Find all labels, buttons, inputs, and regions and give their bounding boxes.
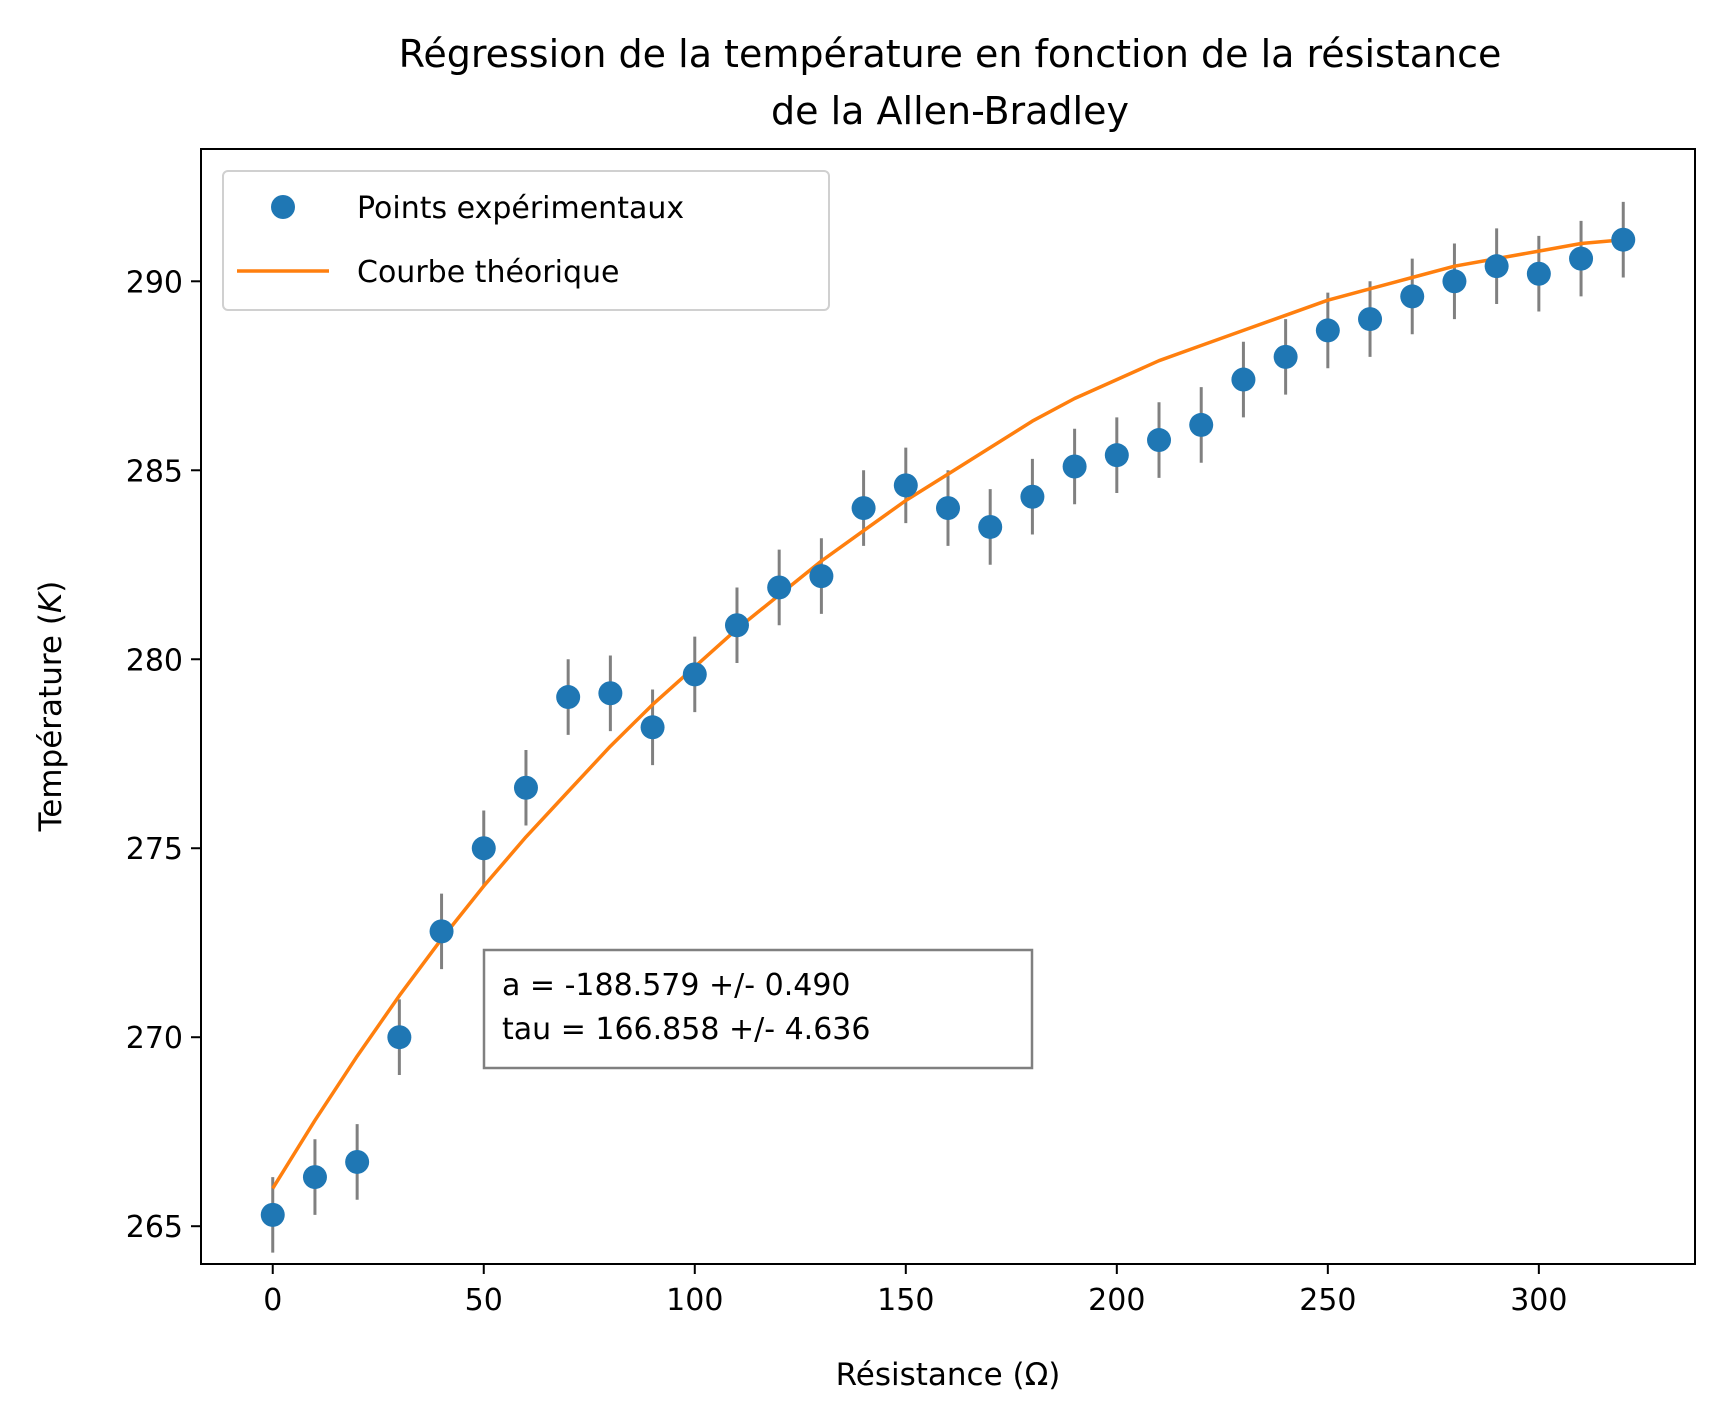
data-point <box>513 775 538 800</box>
y-axis-label: Température (K) <box>33 581 69 833</box>
y-tick-label: 270 <box>126 1021 183 1056</box>
legend: Points expérimentaux Courbe théorique <box>222 170 830 311</box>
annotation-line-a: a = -188.579 +/- 0.490 <box>502 968 851 1003</box>
data-point <box>724 613 749 638</box>
data-point <box>1104 443 1129 468</box>
data-point <box>893 473 918 498</box>
data-point <box>1189 412 1214 437</box>
chart-title-line2: de la Allen-Bradley <box>771 89 1129 133</box>
data-points <box>260 227 1636 1227</box>
x-tick-label: 50 <box>465 1283 503 1318</box>
data-point <box>260 1202 285 1227</box>
data-point <box>1062 454 1087 479</box>
x-tick-label: 300 <box>1510 1283 1567 1318</box>
y-tick-label: 275 <box>126 832 183 867</box>
y-tick-label: 290 <box>126 265 183 300</box>
chart-title-line1: Régression de la température en fonction… <box>399 32 1502 76</box>
data-point <box>1484 254 1509 279</box>
annotation-line-tau: tau = 166.858 +/- 4.636 <box>502 1012 870 1047</box>
x-tick-label: 150 <box>877 1283 934 1318</box>
data-point <box>1400 284 1425 309</box>
data-point <box>387 1025 412 1050</box>
legend-marker-points <box>271 195 295 219</box>
data-point <box>682 662 707 687</box>
data-point <box>936 496 960 521</box>
x-tick-label: 250 <box>1299 1283 1356 1318</box>
theory-curve <box>271 237 1624 1190</box>
plot-frame <box>200 148 1696 1265</box>
legend-label-points: Points expérimentaux <box>357 191 684 226</box>
data-point <box>1358 307 1383 332</box>
data-point <box>1569 246 1594 271</box>
data-point <box>345 1149 370 1174</box>
data-point <box>598 681 623 706</box>
data-point <box>851 496 876 521</box>
y-axis: 265 270 275 280 285 290 <box>126 265 201 1245</box>
y-tick-label: 265 <box>126 1210 183 1245</box>
data-point <box>1020 484 1045 509</box>
x-tick-label: 0 <box>263 1283 282 1318</box>
data-point <box>1231 367 1256 392</box>
data-point <box>1442 269 1467 294</box>
fit-parameters-box: a = -188.579 +/- 0.490 tau = 166.858 +/-… <box>482 948 1034 1070</box>
x-tick-label: 200 <box>1088 1283 1145 1318</box>
data-point <box>556 685 581 710</box>
annotation-box <box>482 948 1034 1070</box>
data-point <box>1315 318 1340 343</box>
x-tick-label: 100 <box>666 1283 723 1318</box>
data-point <box>471 836 496 861</box>
data-point <box>978 514 1003 539</box>
plot-area <box>260 201 1636 1253</box>
x-axis-label: Résistance (Ω) <box>836 1357 1061 1393</box>
data-point <box>640 715 665 740</box>
y-tick-label: 285 <box>126 454 183 489</box>
legend-box <box>222 170 830 311</box>
data-point <box>767 575 792 600</box>
data-point <box>809 564 834 589</box>
theory-line-group <box>271 237 1624 1190</box>
x-axis: 0 50 100 150 200 250 300 <box>263 1264 1567 1318</box>
data-point <box>1147 428 1172 453</box>
legend-label-line: Courbe théorique <box>357 255 619 290</box>
data-point <box>1273 344 1298 369</box>
data-point <box>429 919 454 944</box>
y-axis-label-suffix: ) <box>33 581 69 593</box>
data-point <box>1526 261 1551 286</box>
y-axis-label-prefix: Température ( <box>33 613 69 832</box>
y-tick-label: 280 <box>126 643 183 678</box>
data-point <box>302 1165 327 1190</box>
data-point <box>1611 227 1636 252</box>
y-axis-label-unit: K <box>33 590 69 613</box>
